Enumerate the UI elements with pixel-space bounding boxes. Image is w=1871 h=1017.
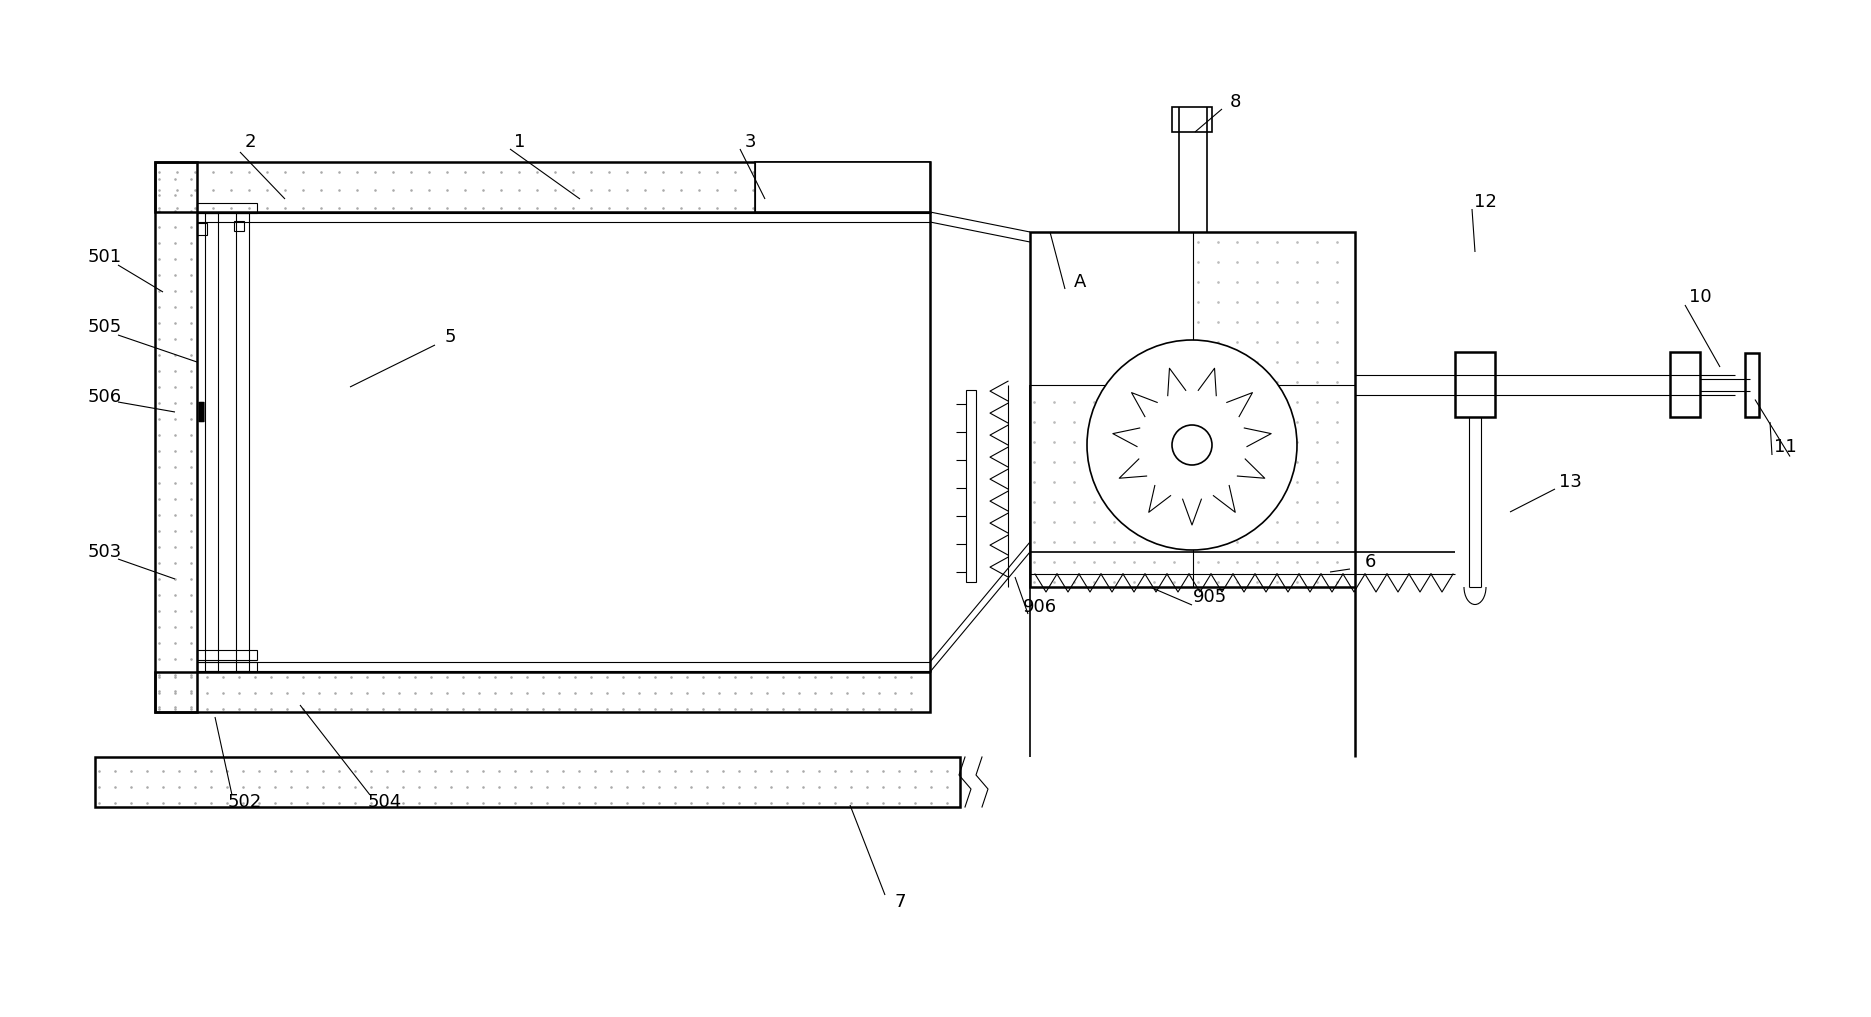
Text: 3: 3 — [745, 133, 756, 151]
Text: 13: 13 — [1559, 473, 1581, 491]
Bar — [196, 650, 256, 660]
Text: 2: 2 — [245, 133, 256, 151]
Text: 7: 7 — [894, 893, 906, 911]
Text: 6: 6 — [1364, 553, 1375, 571]
Text: 905: 905 — [1194, 588, 1227, 606]
Circle shape — [1171, 425, 1212, 465]
Text: 505: 505 — [88, 318, 122, 336]
Text: 906: 906 — [1023, 598, 1057, 616]
Text: A: A — [1074, 273, 1087, 291]
Bar — [196, 203, 256, 213]
Bar — [756, 162, 930, 212]
Text: 502: 502 — [228, 793, 262, 811]
Bar — [236, 213, 249, 671]
Bar — [155, 672, 930, 712]
Bar — [1671, 352, 1701, 417]
Bar — [234, 221, 243, 231]
Bar — [196, 223, 208, 235]
Bar — [155, 162, 930, 212]
Text: 5: 5 — [443, 328, 457, 346]
Text: 12: 12 — [1474, 193, 1497, 211]
Bar — [1746, 353, 1759, 417]
Text: 504: 504 — [369, 793, 402, 811]
Bar — [1456, 352, 1495, 417]
Bar — [965, 390, 977, 582]
Text: 501: 501 — [88, 248, 122, 266]
Bar — [95, 757, 960, 807]
Circle shape — [1087, 340, 1297, 550]
Text: 503: 503 — [88, 543, 122, 561]
Text: 8: 8 — [1229, 93, 1240, 111]
Bar — [196, 662, 256, 672]
Bar — [155, 162, 196, 712]
Bar — [1173, 107, 1212, 132]
Text: 1: 1 — [515, 133, 526, 151]
Bar — [1031, 232, 1355, 587]
Text: 11: 11 — [1774, 438, 1796, 456]
Text: 10: 10 — [1690, 288, 1712, 306]
Bar — [206, 213, 219, 671]
Text: 506: 506 — [88, 388, 122, 406]
